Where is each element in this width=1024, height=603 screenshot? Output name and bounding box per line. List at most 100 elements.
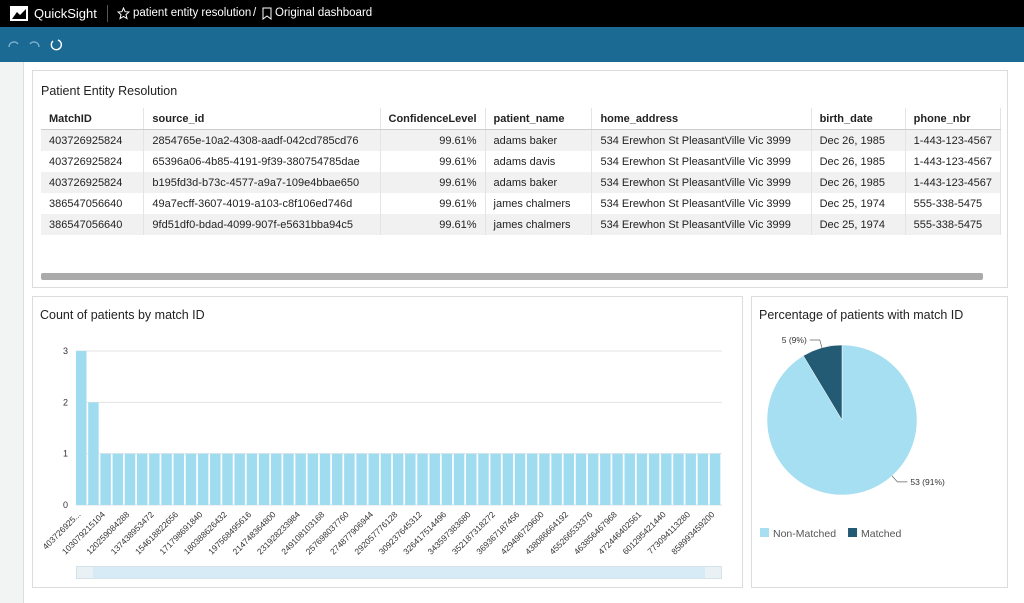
redo[interactable] xyxy=(29,41,40,48)
bar xyxy=(100,453,111,505)
legend-label: Non-Matched xyxy=(773,528,836,540)
column-header: source_id xyxy=(143,108,381,130)
reset[interactable] xyxy=(50,39,63,51)
bar xyxy=(197,453,209,505)
bar xyxy=(88,402,99,505)
bar xyxy=(380,453,392,505)
leader-line xyxy=(809,339,823,348)
chart-title: Percentage of patients with match ID xyxy=(759,308,963,322)
bar xyxy=(648,453,660,505)
bar xyxy=(319,453,331,505)
bar xyxy=(429,453,440,505)
bar xyxy=(307,453,319,505)
toolbar-icons xyxy=(8,39,63,51)
table-cell: Dec 26, 1985 xyxy=(811,129,906,151)
panel-title: Patient Entity Resolution xyxy=(41,84,178,98)
bar xyxy=(356,453,367,505)
bar xyxy=(173,453,184,505)
bar xyxy=(368,453,380,505)
bar xyxy=(709,453,721,505)
column-header: home_address xyxy=(591,108,812,130)
table-cell: 99.61% xyxy=(380,193,486,214)
table-cell: 99.61% xyxy=(380,129,486,151)
y-tick-label: 0 xyxy=(63,500,68,510)
star-icon[interactable] xyxy=(117,7,130,20)
bar xyxy=(685,453,696,505)
bar xyxy=(466,453,477,505)
column-header: MatchID xyxy=(41,108,145,130)
bar xyxy=(636,453,648,505)
bar xyxy=(136,453,148,505)
table-cell: 1-443-123-4567 xyxy=(905,151,1001,172)
table-row: 386547056640 49a7ecff-3607-4019-a103-c8f1… xyxy=(41,193,1001,214)
legend-swatch xyxy=(848,528,858,537)
bar xyxy=(453,453,465,505)
table-cell: 386547056640 xyxy=(41,214,145,235)
column-header: phone_nbr xyxy=(905,108,1001,130)
table-cell: Dec 25, 1974 xyxy=(811,193,906,214)
table-cell: 534 Erewhon St PleasantVille Vic 3999 xyxy=(591,151,812,172)
table-cell: Dec 26, 1985 xyxy=(811,172,906,193)
table-cell: 403726925824 xyxy=(41,151,145,172)
app-name[interactable]: QuickSight xyxy=(34,6,97,21)
bar xyxy=(600,453,611,505)
bar xyxy=(661,453,672,505)
table-cell: 386547056640 xyxy=(41,193,145,214)
table-cell: adams baker xyxy=(485,129,593,151)
legend-swatch xyxy=(760,528,769,537)
separator: / xyxy=(253,7,257,19)
table-cell: 1-443-123-4567 xyxy=(905,129,1001,151)
data-table: MatchID source_id ConfidenceLevel patient_n… xyxy=(41,108,1001,235)
bar xyxy=(234,453,245,505)
table-cell: 534 Erewhon St PleasantVille Vic 3999 xyxy=(591,193,812,214)
column-header: birth_date xyxy=(811,108,906,130)
bar xyxy=(539,453,550,505)
leader-line xyxy=(891,475,908,483)
table-cell: 65396a06-4b85-4191-9f39-380754785dae xyxy=(143,151,381,172)
table-cell: 534 Erewhon St PleasantVille Vic 3999 xyxy=(591,129,812,151)
bar xyxy=(271,453,282,505)
table-cell: 534 Erewhon St PleasantVille Vic 3999 xyxy=(591,214,812,235)
table-cell: Dec 25, 1974 xyxy=(811,214,906,235)
sheet-name[interactable]: Original dashboard xyxy=(275,7,373,19)
scrollbar[interactable] xyxy=(41,273,983,280)
table-cell: 555-338-5475 xyxy=(905,193,1001,214)
chart-scrollbar[interactable] xyxy=(76,566,722,579)
table-cell: 403726925824 xyxy=(41,172,145,193)
table-cell: Dec 26, 1985 xyxy=(811,151,906,172)
table-cell: 1-443-123-4567 xyxy=(905,172,1001,193)
table-row: 403726925824 b195fd3d-b73c-4577-a9a7-109e… xyxy=(41,172,1001,193)
bar xyxy=(502,453,514,505)
y-tick-label: 3 xyxy=(63,346,68,356)
bar xyxy=(392,453,404,505)
bar xyxy=(210,453,221,505)
table-cell: james chalmers xyxy=(485,193,593,214)
scroll-thumb[interactable] xyxy=(93,567,705,578)
bar xyxy=(441,453,453,505)
table-row: 403726925824 65396a06-4b85-4191-9f39-3807… xyxy=(41,151,1001,172)
x-tick-label: 858993459200 xyxy=(669,509,716,556)
bar xyxy=(246,453,258,505)
bar xyxy=(526,453,538,505)
bar xyxy=(490,453,501,505)
bar xyxy=(331,453,343,505)
data-label: 53 (91%) xyxy=(910,477,945,487)
bar xyxy=(222,453,233,505)
column-header: patient_name xyxy=(485,108,593,130)
table-cell: 49a7ecff-3607-4019-a103-c8f106ed746d xyxy=(143,193,381,214)
table-cell: 99.61% xyxy=(380,151,486,172)
table-cell: 9fd51df0-bdad-4099-907f-e5631bba94c5 xyxy=(143,214,381,235)
y-tick-label: 2 xyxy=(63,397,68,407)
bar xyxy=(417,453,428,505)
column-header: ConfidenceLevel xyxy=(380,108,486,130)
table-cell: 99.61% xyxy=(380,172,486,193)
table-cell: adams baker xyxy=(485,172,593,193)
bar xyxy=(76,351,87,505)
bar xyxy=(624,453,635,505)
bar xyxy=(563,453,575,505)
analysis-name[interactable]: patient entity resolution xyxy=(133,7,252,19)
undo[interactable] xyxy=(8,41,19,48)
table-wrap: MatchID source_id ConfidenceLevel patient_n… xyxy=(41,108,1001,235)
bar xyxy=(124,453,136,505)
header-row: MatchID source_id ConfidenceLevel patient_n… xyxy=(41,108,1001,130)
